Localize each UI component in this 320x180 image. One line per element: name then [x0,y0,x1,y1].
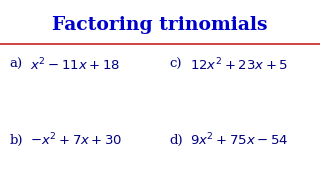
Text: a): a) [10,58,23,71]
Text: $-x^2 + 7x + 30$: $-x^2 + 7x + 30$ [30,132,123,149]
Text: d): d) [170,134,183,147]
Text: Factoring trinomials: Factoring trinomials [52,16,268,34]
Text: $x^2 - 11x + 18$: $x^2 - 11x + 18$ [30,57,121,73]
Text: $9x^2 + 75x - 54$: $9x^2 + 75x - 54$ [190,132,289,149]
Text: $12x^2 + 23x + 5$: $12x^2 + 23x + 5$ [190,57,289,73]
Text: c): c) [170,58,182,71]
Text: b): b) [10,134,23,147]
